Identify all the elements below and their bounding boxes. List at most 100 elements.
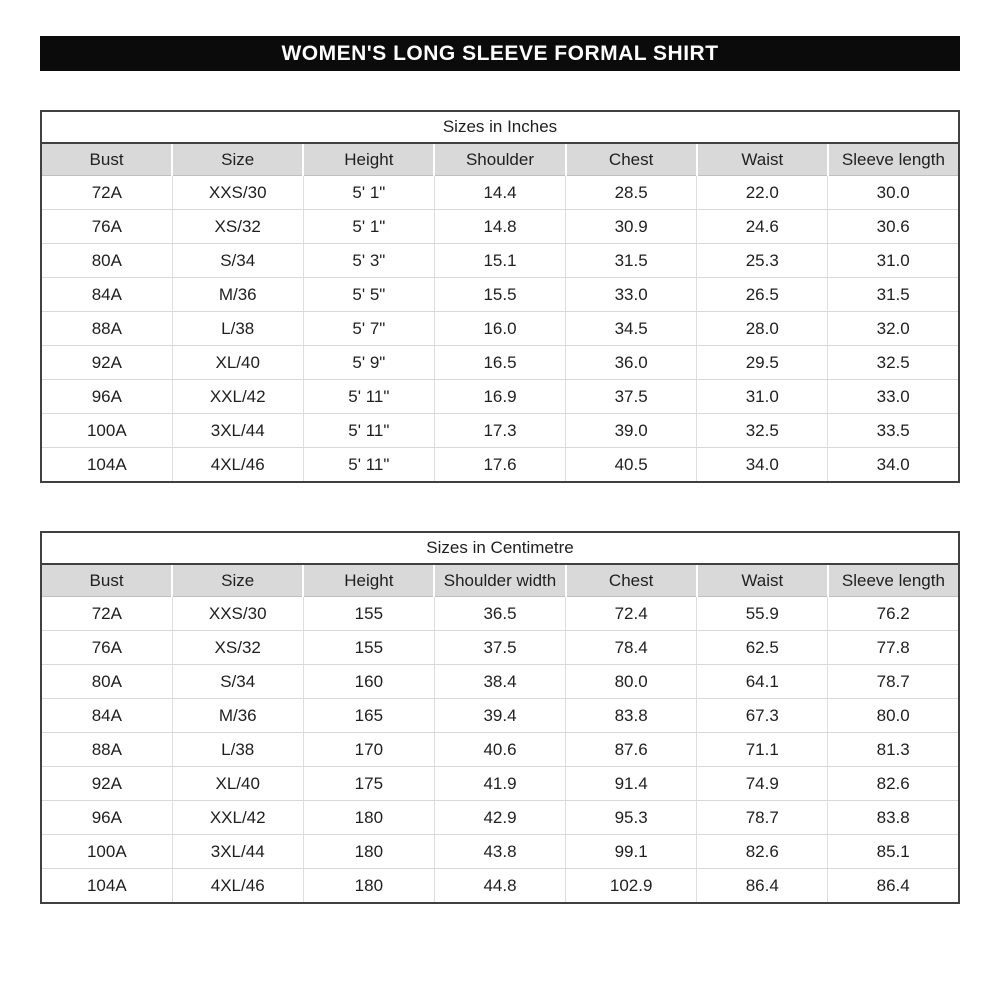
cell: 5' 1" <box>302 209 435 244</box>
cell: 31.0 <box>827 243 959 278</box>
cell: 92A <box>41 766 173 801</box>
cell: 76A <box>41 630 173 665</box>
cell: 72A <box>41 596 173 631</box>
column-header: Height <box>302 564 435 597</box>
cell: 30.0 <box>827 175 959 210</box>
cell: 76A <box>41 209 173 244</box>
cell: 33.5 <box>827 413 959 448</box>
column-header: Chest <box>564 564 697 597</box>
cell: 83.8 <box>827 800 959 835</box>
cell: 5' 7" <box>302 311 435 346</box>
cell: 5' 3" <box>302 243 435 278</box>
column-header: Chest <box>564 143 697 176</box>
cell: 14.8 <box>433 209 566 244</box>
cell: 91.4 <box>565 766 697 801</box>
cell: 104A <box>41 868 173 903</box>
column-header: Waist <box>695 564 828 597</box>
cell: 88A <box>41 732 173 767</box>
table-row: 100A 3XL/44 180 43.8 99.1 82.6 85.1 <box>41 834 959 869</box>
table-row: 76A XS/32 155 37.5 78.4 62.5 77.8 <box>41 630 959 665</box>
cell: 84A <box>41 698 173 733</box>
cell: 22.0 <box>696 175 828 210</box>
cell: 84A <box>41 277 173 312</box>
column-header: Bust <box>41 143 173 176</box>
cell: 36.0 <box>565 345 697 380</box>
cell: 29.5 <box>696 345 828 380</box>
cell: S/34 <box>171 664 304 699</box>
cell: XS/32 <box>171 630 304 665</box>
inches-table: Sizes in Inches Bust Size Height Shoulder Ch… <box>40 110 960 483</box>
cell: 24.6 <box>696 209 828 244</box>
cell: XL/40 <box>171 766 304 801</box>
cell: 43.8 <box>433 834 566 869</box>
table-row: 84A M/36 165 39.4 83.8 67.3 80.0 <box>41 698 959 733</box>
cell: 4XL/46 <box>171 868 304 903</box>
table-row: 88A L/38 5' 7" 16.0 34.5 28.0 32.0 <box>41 311 959 346</box>
table-header-row: Bust Size Height Shoulder Chest Waist Sleeve l… <box>41 143 959 176</box>
cell: XXS/30 <box>171 175 304 210</box>
cell: 55.9 <box>696 596 828 631</box>
cell: 31.5 <box>565 243 697 278</box>
cell: 5' 5" <box>302 277 435 312</box>
cell: 96A <box>41 800 173 835</box>
table-row: 100A 3XL/44 5' 11" 17.3 39.0 32.5 33.5 <box>41 413 959 448</box>
cell: 160 <box>302 664 435 699</box>
cell: 17.6 <box>433 447 566 482</box>
cell: 100A <box>41 834 173 869</box>
table-row: 104A 4XL/46 180 44.8 102.9 86.4 86.4 <box>41 868 959 903</box>
cell: 5' 11" <box>302 413 435 448</box>
cell: 39.0 <box>565 413 697 448</box>
cell: XL/40 <box>171 345 304 380</box>
cell: 37.5 <box>433 630 566 665</box>
cell: 87.6 <box>565 732 697 767</box>
cell: 32.5 <box>827 345 959 380</box>
cell: 30.6 <box>827 209 959 244</box>
cell: 71.1 <box>696 732 828 767</box>
cell: S/34 <box>171 243 304 278</box>
cell: 78.7 <box>696 800 828 835</box>
cell: 5' 11" <box>302 379 435 414</box>
cell: 17.3 <box>433 413 566 448</box>
column-header: Sleeve length <box>826 564 959 597</box>
cell: 76.2 <box>827 596 959 631</box>
cell: M/36 <box>171 277 304 312</box>
cell: 155 <box>302 630 435 665</box>
cell: L/38 <box>171 732 304 767</box>
cell: 77.8 <box>827 630 959 665</box>
table-title: Sizes in Centimetre <box>41 532 959 565</box>
cell: 102.9 <box>565 868 697 903</box>
table-row: 84A M/36 5' 5" 15.5 33.0 26.5 31.5 <box>41 277 959 312</box>
cell: 31.5 <box>827 277 959 312</box>
column-header: Bust <box>41 564 173 597</box>
cell: 4XL/46 <box>171 447 304 482</box>
cell: XS/32 <box>171 209 304 244</box>
cell: 39.4 <box>433 698 566 733</box>
sizes-in-inches-table: Sizes in Inches Bust Size Height Shoulder Ch… <box>40 110 960 483</box>
table-row: 72A XXS/30 155 36.5 72.4 55.9 76.2 <box>41 596 959 631</box>
cell: 72.4 <box>565 596 697 631</box>
cell: 78.4 <box>565 630 697 665</box>
cell: 85.1 <box>827 834 959 869</box>
cell: 31.0 <box>696 379 828 414</box>
cell: 5' 11" <box>302 447 435 482</box>
cell: 80A <box>41 243 173 278</box>
cell: 36.5 <box>433 596 566 631</box>
table-row: 96A XXL/42 180 42.9 95.3 78.7 83.8 <box>41 800 959 835</box>
cell: 72A <box>41 175 173 210</box>
cell: XXS/30 <box>171 596 304 631</box>
cell: 26.5 <box>696 277 828 312</box>
product-title-bar: WOMEN'S LONG SLEEVE FORMAL SHIRT <box>40 36 960 71</box>
table-title-row: Sizes in Centimetre <box>41 532 959 565</box>
cell: 82.6 <box>827 766 959 801</box>
cell: 16.5 <box>433 345 566 380</box>
cell: 165 <box>302 698 435 733</box>
table-row: 80A S/34 160 38.4 80.0 64.1 78.7 <box>41 664 959 699</box>
cell: 34.0 <box>696 447 828 482</box>
cell: 95.3 <box>565 800 697 835</box>
cell: 3XL/44 <box>171 834 304 869</box>
table-row: 104A 4XL/46 5' 11" 17.6 40.5 34.0 34.0 <box>41 447 959 482</box>
cell: 78.7 <box>827 664 959 699</box>
cell: 80A <box>41 664 173 699</box>
cell: 15.1 <box>433 243 566 278</box>
